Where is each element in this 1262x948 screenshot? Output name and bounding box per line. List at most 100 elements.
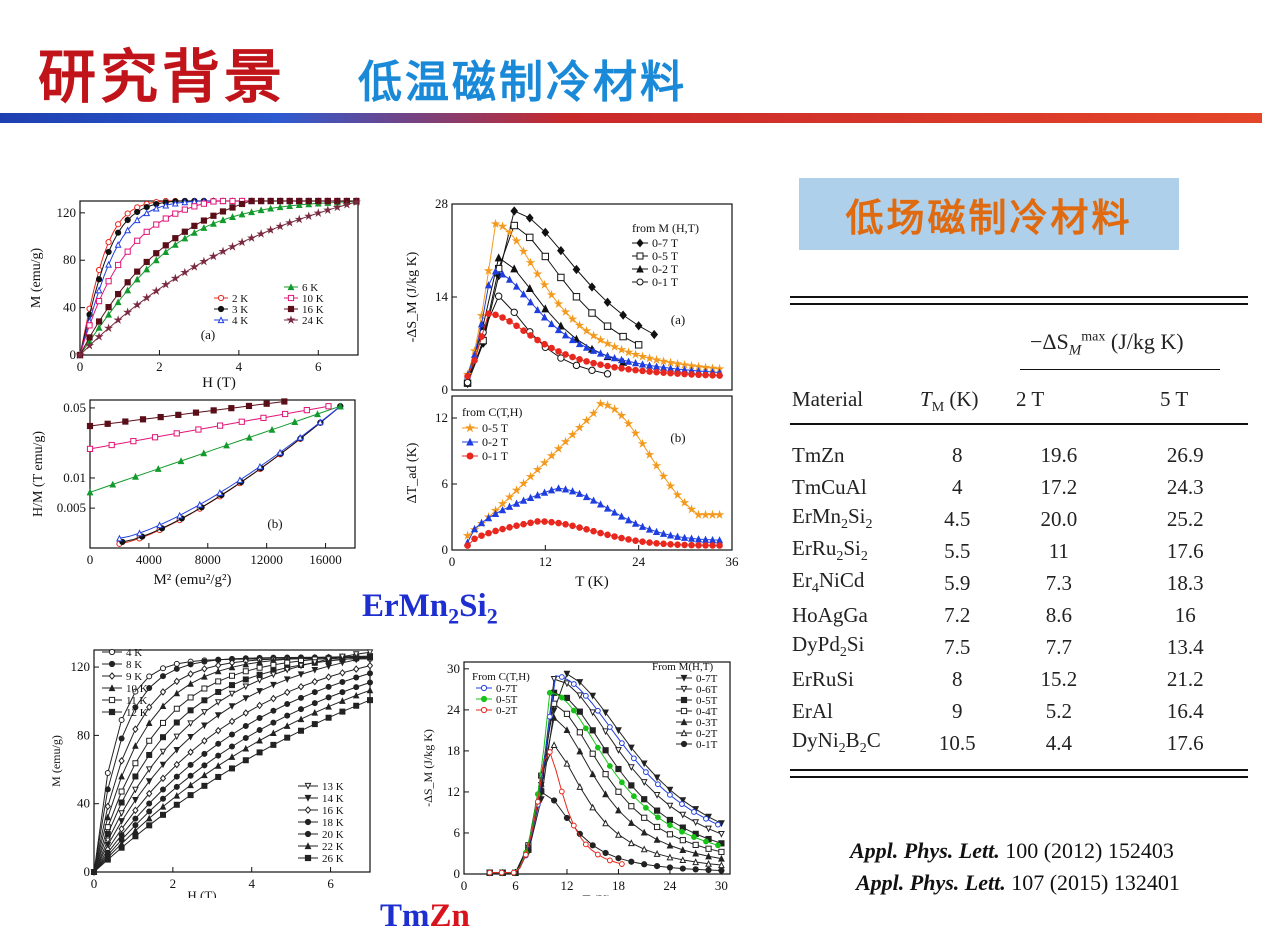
- data-point: [305, 197, 312, 205]
- data-point: [630, 755, 637, 762]
- data-point: [679, 828, 685, 835]
- data-point: [532, 269, 543, 279]
- data-point: [118, 825, 125, 833]
- data-point: [703, 815, 709, 822]
- x-tick-label: 0: [449, 554, 456, 569]
- data-point: [283, 666, 291, 674]
- data-point: [692, 866, 699, 873]
- data-point: [602, 771, 609, 778]
- data-point: [655, 781, 661, 788]
- data-point: [679, 811, 687, 819]
- data-point: [201, 709, 208, 716]
- data-point: [145, 766, 153, 773]
- data-point: [589, 692, 597, 700]
- data-point: [563, 814, 571, 822]
- legend-title: From C(T,H): [472, 671, 530, 683]
- y-tick-label: 40: [63, 300, 76, 315]
- data-point: [639, 367, 646, 375]
- data-point: [673, 532, 682, 540]
- data-point: [151, 286, 161, 295]
- data-point: [589, 346, 598, 354]
- data-point: [201, 697, 208, 704]
- cell-v5: 21.2: [1166, 666, 1204, 691]
- data-point: [170, 273, 180, 283]
- data-point: [506, 318, 513, 325]
- legend-label: 14 K: [322, 793, 344, 805]
- data-point: [173, 689, 181, 697]
- panel-label: (a): [671, 312, 685, 327]
- data-point: [228, 405, 235, 412]
- data-point: [707, 509, 718, 519]
- data-point: [187, 748, 194, 756]
- data-point: [283, 676, 291, 683]
- data-point: [367, 670, 373, 677]
- data-point: [291, 418, 299, 425]
- data-point: [191, 203, 198, 210]
- data-point: [534, 798, 541, 805]
- data-point: [510, 869, 517, 876]
- data-point: [286, 202, 294, 210]
- y-axis-label: -ΔS_M (J/kg K): [405, 251, 420, 342]
- data-point: [547, 486, 556, 494]
- x-tick-label: 4000: [136, 552, 162, 567]
- data-point: [256, 701, 263, 710]
- data-point: [709, 542, 716, 549]
- data-point: [219, 216, 227, 224]
- data-point: [145, 778, 153, 785]
- data-point: [533, 491, 542, 499]
- data-point: [506, 524, 513, 531]
- legend: 4 K8 K9 K10 K11 K12 K 13 K14 K16 K18 K20 …: [102, 647, 344, 865]
- data-point: [132, 300, 142, 309]
- data-point: [256, 664, 263, 671]
- data-point: [667, 541, 674, 548]
- data-point: [666, 802, 674, 810]
- data-point: [681, 370, 688, 378]
- data-point: [576, 729, 583, 736]
- data-point: [134, 237, 141, 244]
- cell-material: TmCuAl: [792, 474, 867, 499]
- data-point: [339, 678, 346, 685]
- y-axis-label: -ΔS_M (J/kg K): [421, 729, 435, 807]
- y-tick-label: 80: [77, 727, 90, 742]
- data-point: [679, 865, 686, 872]
- data-point: [295, 201, 303, 209]
- data-point: [630, 349, 641, 359]
- data-point: [651, 354, 662, 364]
- data-point: [342, 199, 352, 209]
- data-point: [653, 863, 661, 870]
- data-point: [518, 246, 529, 256]
- data-point: [511, 235, 522, 246]
- data-point: [108, 696, 116, 704]
- data-point: [351, 197, 361, 206]
- data-point: [228, 753, 236, 760]
- data-point: [667, 369, 674, 377]
- data-point: [464, 372, 471, 380]
- data-point: [218, 246, 228, 256]
- legend-title: from C(T,H): [462, 405, 522, 419]
- legend-label: 0-7T: [696, 673, 718, 685]
- data-point: [242, 683, 250, 691]
- data-point: [160, 734, 166, 741]
- legend-label: 16 K: [322, 805, 344, 817]
- data-point: [602, 338, 613, 348]
- data-point: [497, 498, 508, 508]
- header-divider-bar: [0, 113, 1262, 123]
- data-point: [627, 764, 635, 772]
- data-point: [563, 680, 571, 688]
- cell-v5: 18.3: [1166, 570, 1204, 595]
- data-point: [208, 251, 218, 261]
- data-point: [603, 370, 612, 378]
- col-material: Material: [792, 387, 864, 411]
- data-point: [94, 331, 104, 341]
- y-tick-label: 24: [447, 702, 461, 717]
- data-point: [653, 539, 660, 547]
- data-point: [640, 828, 648, 836]
- data-point: [618, 779, 625, 786]
- cell-v5: 17.6: [1166, 538, 1204, 563]
- legend-label: 0-1 T: [652, 275, 679, 289]
- data-point: [201, 722, 208, 730]
- data-point: [672, 489, 683, 500]
- data-point: [597, 361, 604, 368]
- data-point: [680, 718, 688, 726]
- data-point: [527, 519, 534, 527]
